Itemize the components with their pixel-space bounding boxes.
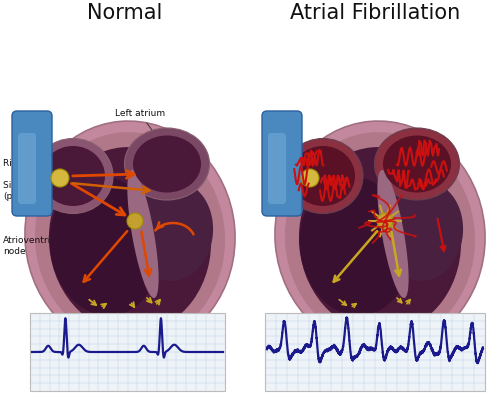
Ellipse shape bbox=[275, 121, 485, 351]
Circle shape bbox=[127, 213, 143, 229]
Ellipse shape bbox=[374, 128, 460, 200]
Ellipse shape bbox=[285, 132, 475, 344]
Circle shape bbox=[51, 169, 69, 187]
Text: Left atrium: Left atrium bbox=[115, 109, 166, 149]
Ellipse shape bbox=[300, 176, 410, 316]
Text: Normal: Normal bbox=[88, 3, 162, 23]
Ellipse shape bbox=[49, 147, 211, 333]
Ellipse shape bbox=[33, 138, 113, 213]
Text: Atrioventricular
node: Atrioventricular node bbox=[3, 220, 124, 256]
FancyBboxPatch shape bbox=[265, 313, 485, 391]
Ellipse shape bbox=[124, 128, 210, 200]
Ellipse shape bbox=[291, 146, 355, 206]
Ellipse shape bbox=[299, 147, 461, 333]
Ellipse shape bbox=[383, 136, 451, 192]
FancyBboxPatch shape bbox=[30, 313, 225, 391]
Ellipse shape bbox=[41, 146, 105, 206]
Ellipse shape bbox=[378, 170, 408, 298]
Text: Sinoatrial node
(pacemaker): Sinoatrial node (pacemaker) bbox=[3, 178, 72, 200]
Text: Atrial Fibrillation: Atrial Fibrillation bbox=[290, 3, 460, 23]
Ellipse shape bbox=[50, 176, 160, 316]
FancyBboxPatch shape bbox=[12, 111, 52, 216]
Ellipse shape bbox=[25, 121, 235, 351]
Ellipse shape bbox=[133, 181, 213, 281]
FancyBboxPatch shape bbox=[18, 133, 36, 204]
Ellipse shape bbox=[383, 181, 463, 281]
Circle shape bbox=[301, 169, 319, 187]
Text: Right atrium: Right atrium bbox=[3, 160, 60, 175]
Circle shape bbox=[377, 213, 393, 229]
Ellipse shape bbox=[133, 136, 201, 192]
FancyBboxPatch shape bbox=[268, 133, 286, 204]
Ellipse shape bbox=[283, 138, 363, 213]
Ellipse shape bbox=[128, 170, 158, 298]
FancyBboxPatch shape bbox=[262, 111, 302, 216]
Ellipse shape bbox=[35, 132, 225, 344]
